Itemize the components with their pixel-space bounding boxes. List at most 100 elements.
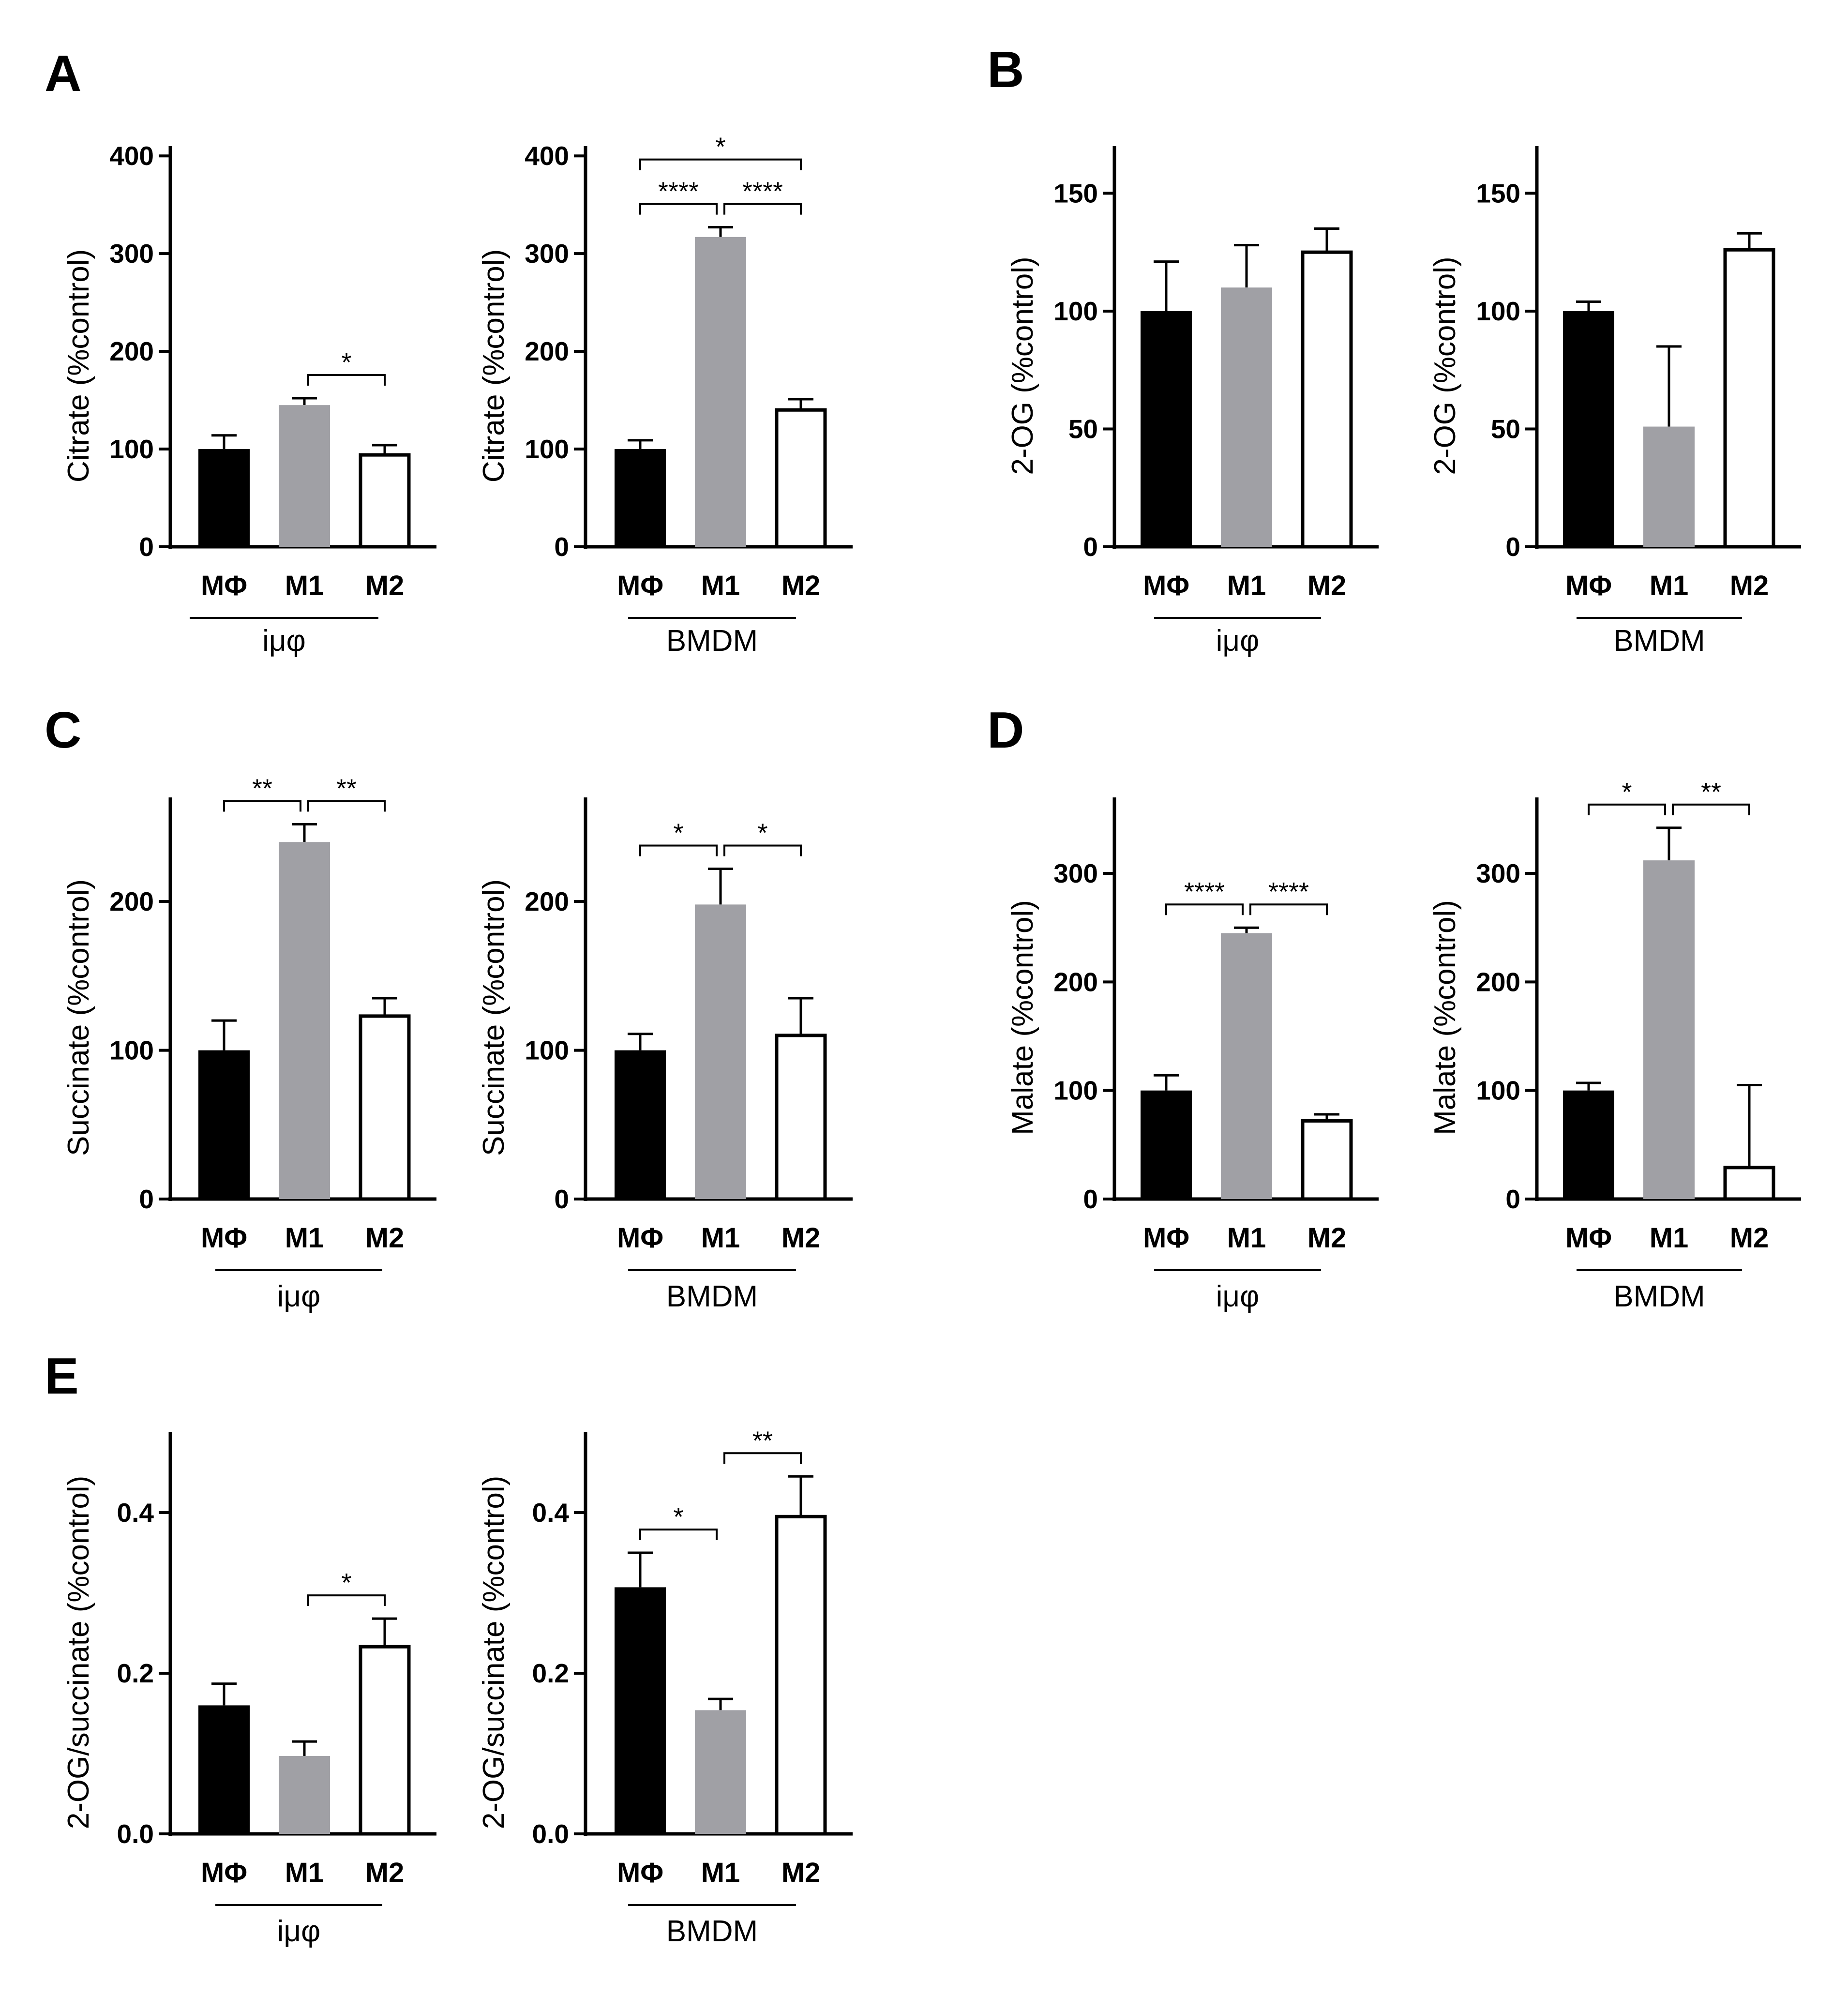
significance-bracket — [307, 374, 386, 386]
panel-label-e: E — [45, 1348, 79, 1405]
chart-d1: 0 100 200 300 Malate (%control) MΦ M1 M2 iμφ ****… — [1006, 797, 1379, 1313]
x-tick-label: M1 — [285, 570, 324, 601]
significance-label: ** — [336, 774, 357, 803]
group-label: BMDM — [666, 624, 758, 658]
y-tick-label: 0.0 — [532, 1819, 569, 1849]
group-label: iμφ — [1216, 1280, 1260, 1313]
y-tick-label: 0.2 — [532, 1658, 569, 1688]
y-tick-label: 50 — [1491, 414, 1520, 444]
significance-bracket — [723, 1452, 802, 1464]
bar-m1 — [279, 842, 330, 1199]
x-tick-label: M2 — [365, 570, 405, 601]
significance-label: **** — [658, 177, 699, 206]
y-tick-label: 400 — [525, 141, 569, 171]
x-tick-label: MΦ — [201, 1857, 247, 1889]
panel-label-c: C — [45, 702, 82, 759]
x-tick-label: M1 — [1650, 570, 1689, 601]
x-tick-label: M2 — [1307, 570, 1347, 601]
bar-mphi — [615, 449, 666, 547]
group-label: iμφ — [262, 624, 306, 658]
panel-label-a: A — [45, 45, 82, 102]
y-tick-label: 0 — [554, 1184, 569, 1214]
y-axis-label: 2-OG (%control) — [1006, 256, 1039, 475]
bar-mphi — [1141, 1090, 1192, 1199]
y-tick-label: 300 — [109, 239, 154, 269]
significance-label: **** — [742, 177, 783, 206]
x-tick-label: MΦ — [1143, 570, 1189, 601]
bar-m2 — [1723, 1166, 1775, 1201]
significance-label: * — [673, 1502, 683, 1531]
y-tick-label: 300 — [1476, 858, 1520, 888]
y-tick-label: 100 — [1476, 296, 1520, 326]
bar-mphi — [615, 1050, 666, 1199]
y-tick-label: 0 — [1083, 532, 1098, 562]
bar-mphi — [198, 1705, 250, 1834]
bar-m1 — [1221, 287, 1272, 547]
x-tick-label: M1 — [285, 1222, 324, 1254]
significance-label: ** — [252, 774, 272, 803]
y-tick-label: 300 — [525, 239, 569, 269]
chart-b2: 0 50 100 150 2-OG (%control) MΦ M1 M2 BMDM — [1428, 146, 1801, 658]
y-tick-label: 200 — [525, 886, 569, 916]
x-tick-label: M1 — [1227, 1222, 1266, 1254]
bar-m1 — [279, 405, 330, 547]
y-tick-label: 50 — [1068, 414, 1098, 444]
chart-c1: 0 100 200 Succinate (%control) MΦ M1 M2 iμφ ** ** — [62, 774, 436, 1313]
group-label: BMDM — [1613, 624, 1705, 658]
x-tick-label: M2 — [365, 1222, 405, 1254]
bar-m2 — [359, 453, 411, 549]
y-tick-label: 100 — [109, 1035, 154, 1065]
significance-bracket — [723, 203, 802, 215]
bar-m2 — [1301, 250, 1353, 549]
bar-m1 — [695, 1710, 746, 1834]
significance-label: * — [715, 133, 725, 162]
significance-bracket — [639, 844, 718, 856]
y-tick-label: 0 — [139, 1184, 154, 1214]
x-tick-label: MΦ — [617, 1857, 663, 1889]
y-tick-label: 100 — [1053, 296, 1098, 326]
significance-bracket — [639, 1529, 718, 1540]
significance-label: ** — [752, 1426, 773, 1455]
x-tick-label: MΦ — [617, 570, 663, 601]
x-tick-label: MΦ — [1565, 570, 1612, 601]
bar-mphi — [615, 1587, 666, 1834]
bar-m2 — [1723, 248, 1775, 549]
y-tick-label: 0 — [554, 532, 569, 562]
chart-c2: 0 100 200 Succinate (%control) MΦ M1 M2 BMDM * * — [477, 797, 853, 1313]
chart-a1: 0 100 200 300 400 Citrate (%control) MΦ M1 M2 iμφ… — [62, 141, 436, 658]
y-tick-label: 150 — [1053, 178, 1098, 208]
x-tick-label: M1 — [1227, 570, 1266, 601]
bar-m1 — [1221, 933, 1272, 1199]
bar-m1 — [695, 904, 746, 1199]
significance-bracket — [307, 1594, 386, 1606]
bar-m1 — [1643, 426, 1695, 547]
y-axis-label: 2-OG/succinate (%control) — [62, 1476, 95, 1829]
y-tick-label: 150 — [1476, 178, 1520, 208]
group-label: iμφ — [277, 1915, 321, 1948]
significance-bracket — [1672, 803, 1750, 815]
significance-bracket — [723, 844, 802, 856]
significance-bracket — [639, 158, 802, 170]
bar-m2 — [775, 1515, 827, 1836]
chart-a2: 0 100 200 300 400 Citrate (%control) MΦ M1 M2 BMD… — [477, 133, 853, 658]
y-tick-label: 200 — [109, 886, 154, 916]
bar-m1 — [1643, 860, 1695, 1199]
y-tick-label: 0.0 — [117, 1819, 154, 1849]
y-tick-label: 200 — [109, 336, 154, 366]
bar-m1 — [279, 1755, 330, 1834]
y-tick-label: 0 — [1505, 1184, 1520, 1214]
bar-mphi — [198, 1050, 250, 1199]
significance-label: **** — [1268, 877, 1309, 906]
y-axis-label: 2-OG (%control) — [1428, 256, 1462, 475]
significance-bracket — [1588, 803, 1666, 815]
bar-mphi — [1563, 1090, 1614, 1199]
significance-label: * — [341, 1568, 351, 1597]
significance-bracket — [307, 800, 386, 812]
significance-bracket — [1249, 903, 1328, 915]
significance-label: * — [1622, 778, 1632, 807]
bar-m2 — [775, 1034, 827, 1201]
y-axis-label: Succinate (%control) — [62, 879, 95, 1156]
y-tick-label: 200 — [1476, 967, 1520, 997]
